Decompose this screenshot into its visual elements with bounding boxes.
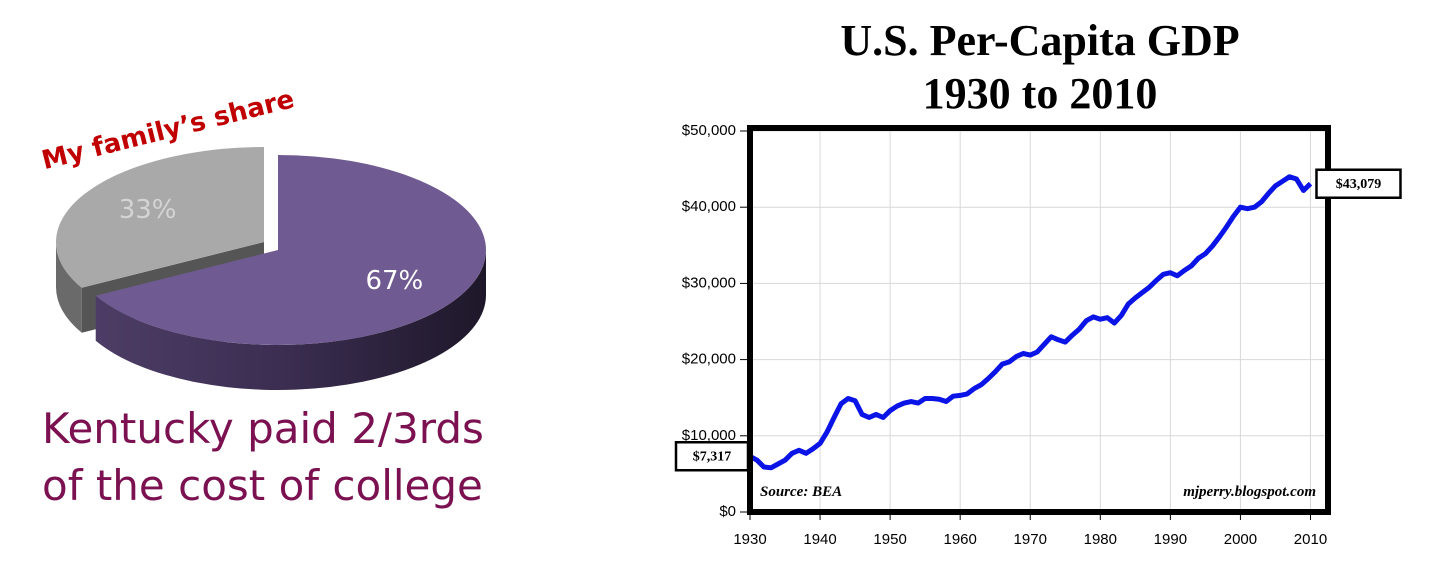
pie-side [95, 250, 486, 391]
pie-side [56, 242, 82, 333]
pie-label: 67% [365, 266, 423, 296]
plot-area [750, 131, 1328, 512]
y-tick-label: $10,000 [682, 427, 736, 444]
pie-label: 33% [119, 195, 177, 225]
x-tick-label: 1960 [943, 531, 976, 548]
x-tick-label: 2010 [1294, 531, 1327, 548]
value-label: $43,079 [1336, 177, 1382, 192]
y-tick-label: $50,000 [682, 122, 736, 139]
value-label: $7,317 [693, 449, 732, 464]
pie-slice-group [95, 155, 487, 391]
chart-subtitle: 1930 to 2010 [923, 69, 1158, 118]
y-tick-label: $30,000 [682, 274, 736, 291]
pie-slice [55, 147, 265, 288]
line-series [748, 174, 1313, 471]
x-tick-label: 1990 [1154, 531, 1187, 548]
x-tick-label: 2000 [1224, 531, 1257, 548]
value-label-box [674, 440, 750, 472]
pie-slice [95, 155, 487, 345]
value-label-box [1315, 168, 1402, 199]
y-tick-label: $20,000 [682, 351, 736, 368]
source-note: Source: BEA [760, 484, 842, 500]
x-tick-label: 1930 [733, 531, 766, 548]
plot-frame [747, 125, 1331, 515]
chart-title: U.S. Per-Capita GDP [840, 16, 1239, 65]
annotation: of the cost of college [42, 461, 483, 510]
credit-note: mjperry.blogspot.com [1183, 484, 1316, 500]
x-tick-label: 1980 [1084, 531, 1117, 548]
x-tick-label: 1950 [873, 531, 906, 548]
x-tick-label: 1940 [803, 531, 836, 548]
annotation: Kentucky paid 2/3rds [42, 404, 484, 453]
x-tick-label: 1970 [1014, 531, 1047, 548]
y-tick-label: $0 [719, 503, 736, 520]
y-tick-label: $40,000 [682, 198, 736, 215]
